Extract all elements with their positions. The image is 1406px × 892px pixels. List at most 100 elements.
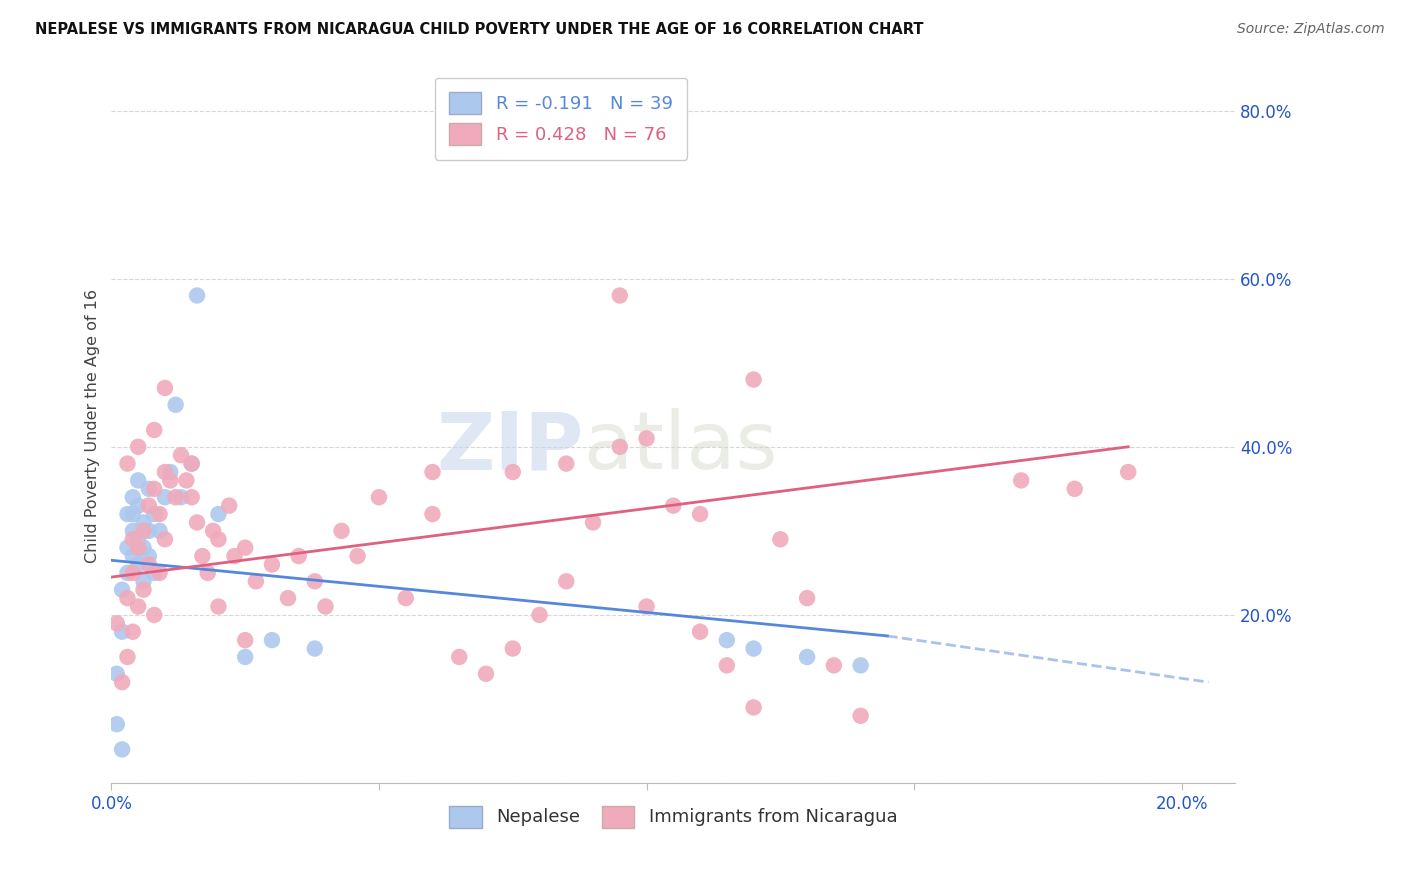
Point: [153, 381, 176, 395]
Point: [138, 524, 160, 538]
Point: [143, 507, 166, 521]
Point: [148, 566, 170, 580]
Point: [207, 599, 229, 614]
Point: [121, 490, 143, 504]
Point: [191, 549, 214, 563]
Point: [127, 599, 149, 614]
Point: [609, 288, 631, 302]
Text: atlas: atlas: [583, 409, 778, 486]
Point: [449, 649, 471, 664]
Point: [117, 591, 139, 606]
Point: [245, 574, 267, 589]
Point: [117, 566, 139, 580]
Point: [132, 574, 155, 589]
Point: [111, 675, 134, 690]
Point: [202, 524, 225, 538]
Point: [555, 457, 578, 471]
Point: [796, 591, 818, 606]
Point: [849, 708, 872, 723]
Point: [105, 616, 128, 631]
Point: [422, 465, 444, 479]
Point: [132, 516, 155, 530]
Point: [218, 499, 240, 513]
Point: [395, 591, 418, 606]
Point: [346, 549, 368, 563]
Point: [153, 465, 176, 479]
Point: [609, 440, 631, 454]
Point: [132, 541, 155, 555]
Point: [127, 440, 149, 454]
Point: [186, 288, 208, 302]
Point: [170, 448, 193, 462]
Point: [105, 666, 128, 681]
Point: [127, 533, 149, 547]
Point: [314, 599, 336, 614]
Y-axis label: Child Poverty Under the Age of 16: Child Poverty Under the Age of 16: [86, 289, 100, 563]
Point: [304, 574, 326, 589]
Point: [127, 499, 149, 513]
Point: [121, 533, 143, 547]
Point: [742, 373, 765, 387]
Point: [277, 591, 299, 606]
Point: [422, 507, 444, 521]
Point: [224, 549, 246, 563]
Point: [117, 541, 139, 555]
Text: ZIP: ZIP: [436, 409, 583, 486]
Point: [165, 490, 187, 504]
Point: [148, 507, 170, 521]
Point: [689, 624, 711, 639]
Point: [207, 533, 229, 547]
Point: [233, 633, 256, 648]
Point: [143, 482, 166, 496]
Point: [1063, 482, 1085, 496]
Point: [111, 582, 134, 597]
Point: [180, 457, 202, 471]
Point: [368, 490, 391, 504]
Point: [180, 490, 202, 504]
Point: [138, 558, 160, 572]
Point: [117, 649, 139, 664]
Point: [143, 607, 166, 622]
Point: [121, 507, 143, 521]
Point: [849, 658, 872, 673]
Point: [121, 624, 143, 639]
Point: [769, 533, 792, 547]
Point: [153, 533, 176, 547]
Point: [121, 549, 143, 563]
Point: [716, 658, 738, 673]
Point: [148, 524, 170, 538]
Point: [716, 633, 738, 648]
Point: [582, 516, 605, 530]
Point: [330, 524, 353, 538]
Point: [502, 465, 524, 479]
Point: [1116, 465, 1139, 479]
Point: [143, 423, 166, 437]
Point: [260, 633, 283, 648]
Point: [138, 482, 160, 496]
Point: [159, 465, 181, 479]
Point: [233, 649, 256, 664]
Point: [555, 574, 578, 589]
Point: [197, 566, 219, 580]
Point: [662, 499, 685, 513]
Point: [287, 549, 309, 563]
Point: [502, 641, 524, 656]
Point: [742, 641, 765, 656]
Text: Source: ZipAtlas.com: Source: ZipAtlas.com: [1237, 22, 1385, 37]
Point: [1010, 474, 1032, 488]
Point: [636, 599, 658, 614]
Point: [121, 566, 143, 580]
Point: [180, 457, 202, 471]
Point: [186, 516, 208, 530]
Point: [127, 474, 149, 488]
Point: [823, 658, 845, 673]
Point: [127, 541, 149, 555]
Point: [636, 431, 658, 445]
Point: [159, 474, 181, 488]
Point: [153, 490, 176, 504]
Point: [260, 558, 283, 572]
Point: [304, 641, 326, 656]
Point: [132, 582, 155, 597]
Point: [138, 499, 160, 513]
Point: [796, 649, 818, 664]
